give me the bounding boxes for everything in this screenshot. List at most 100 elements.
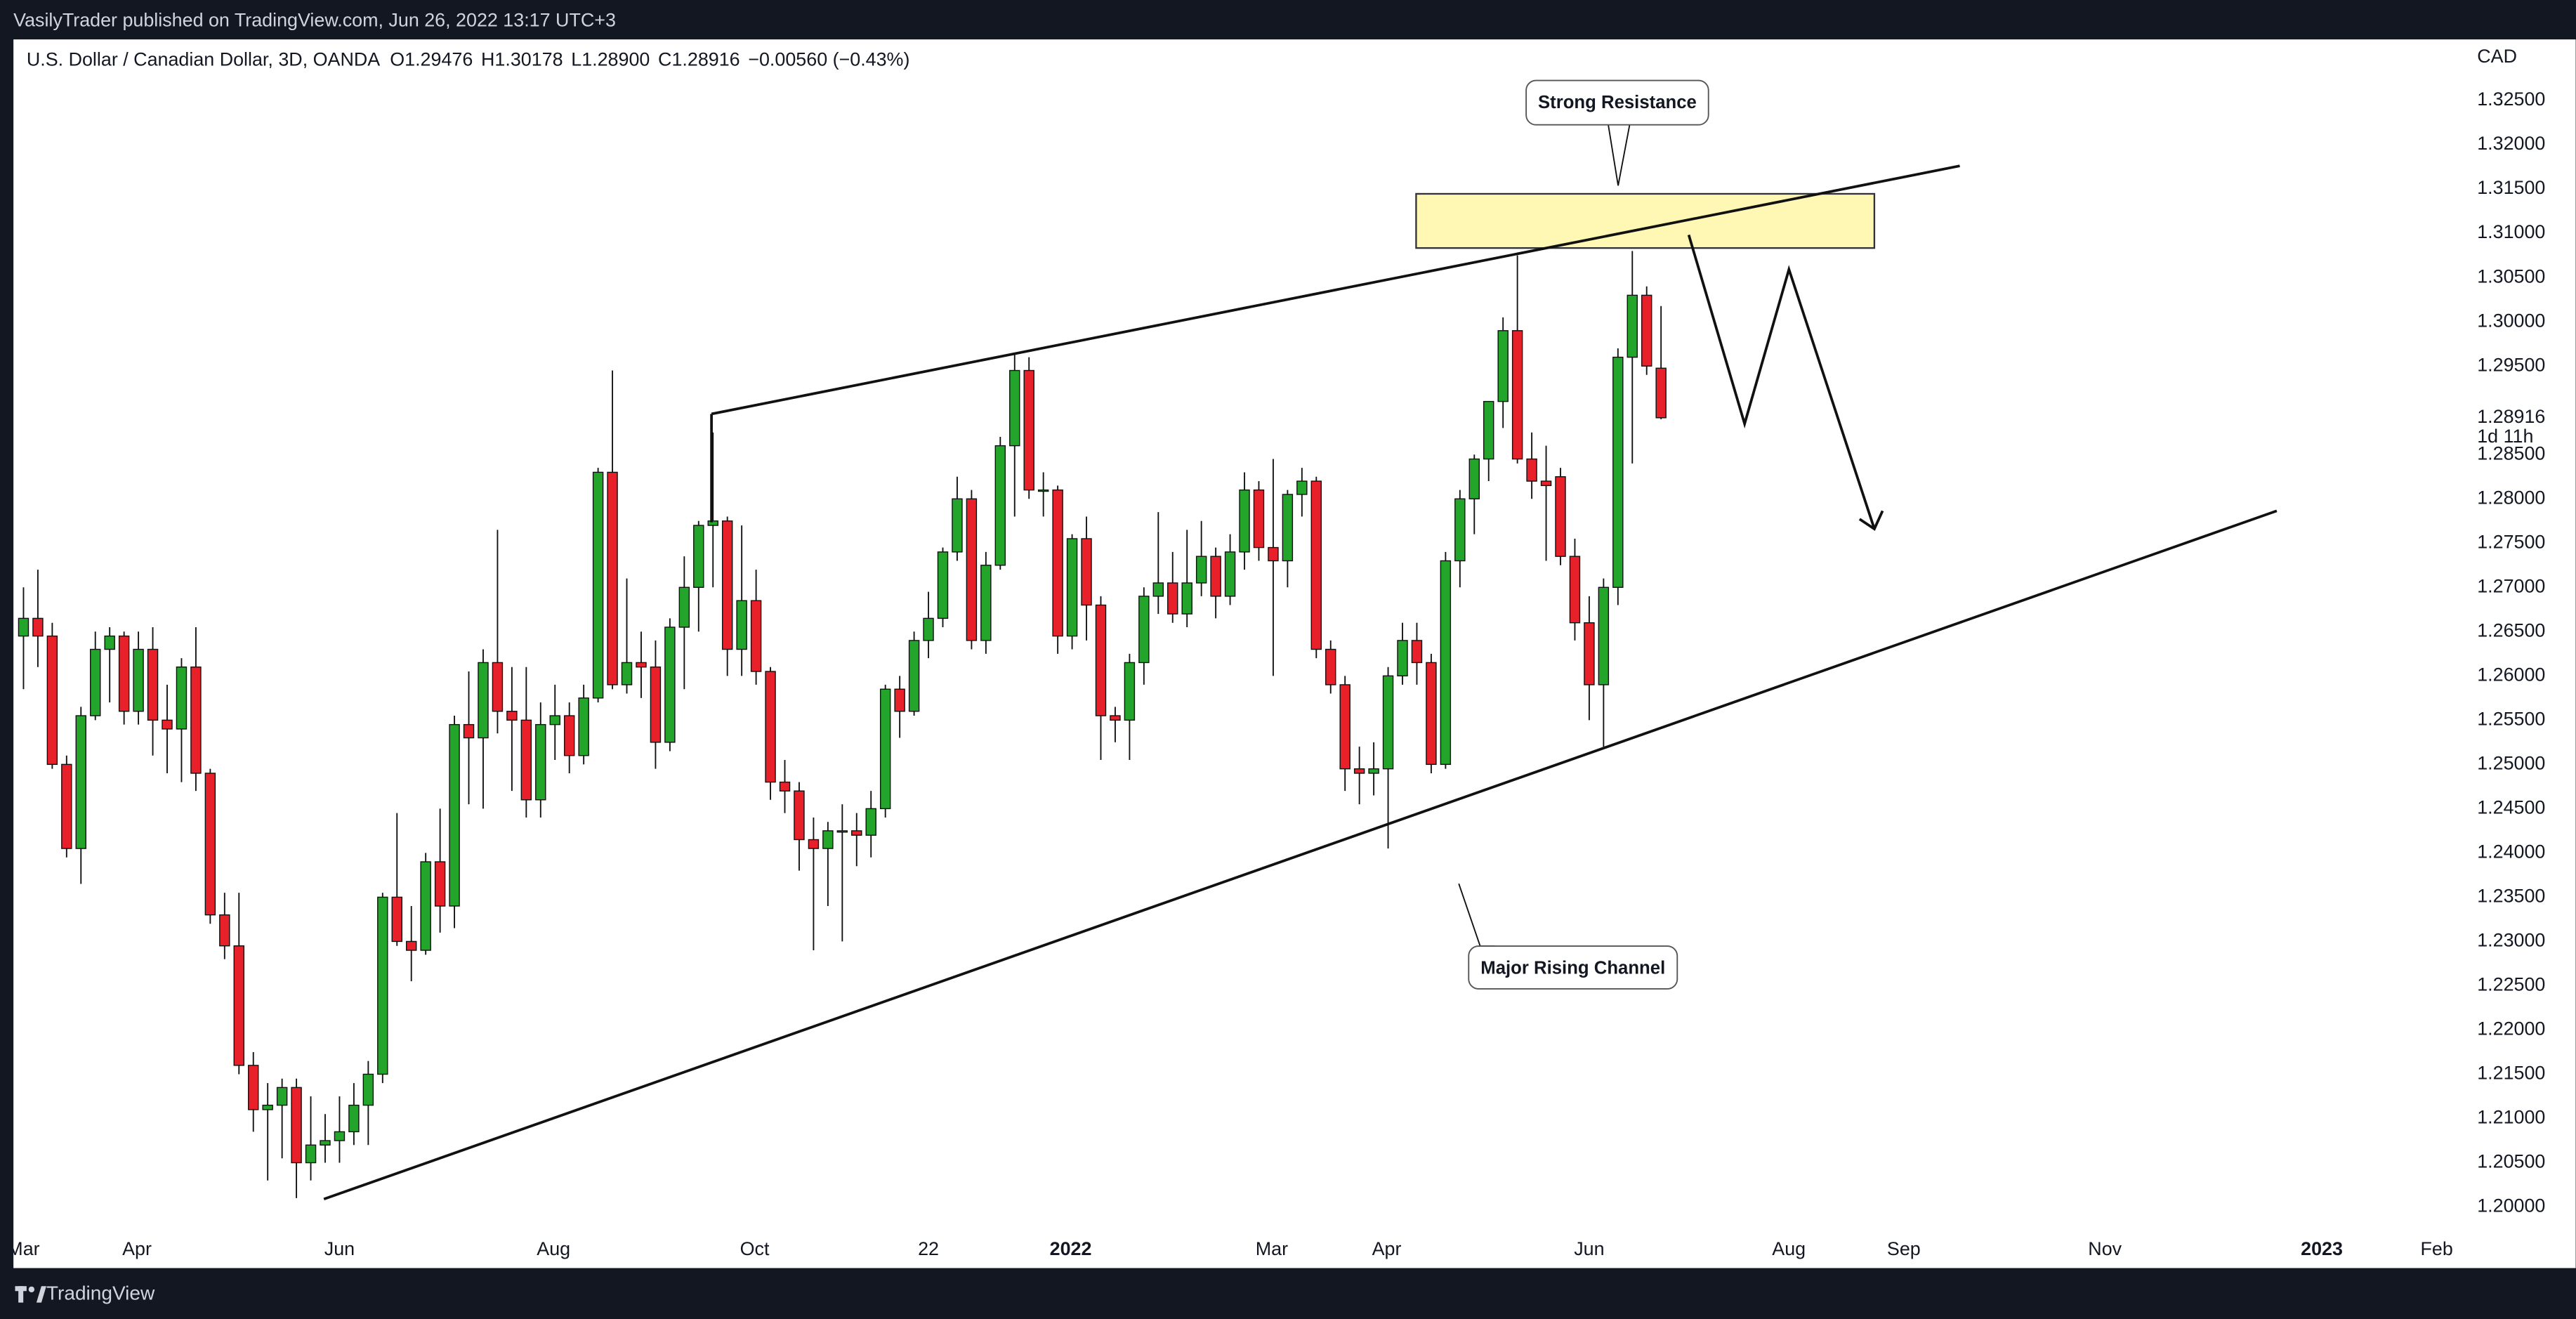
candle-body bbox=[46, 635, 58, 766]
candle-body bbox=[1426, 662, 1437, 766]
candle-body bbox=[478, 662, 489, 739]
x-tick-label: 2023 bbox=[2301, 1238, 2343, 1259]
candle-body bbox=[1095, 604, 1107, 716]
candle-body bbox=[1110, 715, 1121, 721]
candle-body bbox=[463, 723, 475, 739]
x-tick-label: Jun bbox=[324, 1238, 355, 1259]
y-tick-label: 1.22000 bbox=[2477, 1018, 2545, 1039]
candle-body bbox=[1612, 356, 1624, 588]
candle-body bbox=[794, 790, 805, 841]
y-tick-label: 1.27500 bbox=[2477, 531, 2545, 552]
candle-body bbox=[75, 715, 86, 849]
annotation: Strong Resistance bbox=[1538, 93, 1697, 112]
candle-body bbox=[1268, 546, 1279, 562]
candle-body bbox=[578, 697, 589, 756]
candle-body bbox=[291, 1087, 302, 1164]
candle-body bbox=[434, 861, 446, 907]
candle-body bbox=[1124, 662, 1136, 721]
y-tick-label: 1.30000 bbox=[2477, 310, 2545, 331]
candle-body bbox=[1210, 556, 1221, 597]
candle-body bbox=[1239, 489, 1250, 553]
candles bbox=[18, 251, 1667, 1198]
legend-value: L1.28900 bbox=[571, 49, 650, 70]
y-tick-label: 1.26000 bbox=[2477, 664, 2545, 685]
logo-part bbox=[28, 1286, 35, 1293]
candle-body bbox=[1569, 556, 1581, 624]
candle-body bbox=[449, 723, 460, 907]
candle-body bbox=[923, 617, 934, 641]
candle-body bbox=[822, 830, 834, 849]
candle-body bbox=[937, 551, 949, 619]
candle-body bbox=[1282, 494, 1294, 562]
x-tick-label: Nov bbox=[2088, 1238, 2122, 1259]
candle-body bbox=[750, 600, 762, 672]
candle-body bbox=[204, 773, 216, 916]
candle-body bbox=[492, 662, 504, 712]
candle-body bbox=[104, 635, 115, 650]
channel-lower bbox=[323, 509, 2278, 1201]
candle-body bbox=[1368, 768, 1379, 774]
candle-body bbox=[1066, 538, 1078, 637]
y-tick-label: 1.24500 bbox=[2477, 796, 2545, 818]
candle-body bbox=[636, 662, 647, 668]
candle-body bbox=[1584, 622, 1595, 685]
candle-body bbox=[1483, 400, 1494, 460]
x-tick-label: Jun bbox=[1574, 1238, 1604, 1259]
candle-body bbox=[1655, 367, 1667, 419]
y-tick-label: 1.25000 bbox=[2477, 752, 2545, 773]
candle-body bbox=[808, 839, 820, 849]
candle-body bbox=[133, 648, 144, 712]
y-tick-label: 1.31000 bbox=[2477, 221, 2545, 242]
x-tick-label: Apr bbox=[122, 1238, 152, 1259]
candle-body bbox=[1224, 551, 1236, 597]
candle-body bbox=[1325, 648, 1336, 685]
candle-body bbox=[420, 861, 431, 951]
symbol-title: U.S. Dollar / Canadian Dollar, 3D, OANDA bbox=[27, 49, 380, 70]
y-tick-label: 1.32500 bbox=[2477, 88, 2545, 110]
candle-body bbox=[147, 648, 159, 721]
x-tick-label: Mar bbox=[1256, 1238, 1288, 1259]
candle-body bbox=[1641, 294, 1652, 367]
x-tick-label: Aug bbox=[537, 1238, 570, 1259]
logo-part bbox=[36, 1286, 46, 1303]
candle-body bbox=[1052, 489, 1063, 637]
candle-body bbox=[1009, 369, 1020, 447]
candle-body bbox=[1627, 294, 1638, 358]
candle-body bbox=[621, 662, 633, 685]
candle-body bbox=[865, 808, 876, 836]
legend-value: H1.30178 bbox=[481, 49, 563, 70]
candle-body bbox=[1454, 498, 1466, 562]
candle-body bbox=[1598, 586, 1610, 685]
candle-body bbox=[765, 671, 776, 783]
last-price-box bbox=[2467, 405, 2566, 445]
candle-body bbox=[650, 667, 662, 743]
x-tick-label: Apr bbox=[1372, 1238, 1402, 1259]
y-tick-label: 1.31500 bbox=[2477, 177, 2545, 198]
resistance-zone bbox=[1415, 192, 1876, 249]
candle-body bbox=[1497, 330, 1509, 402]
candle-body bbox=[1037, 489, 1049, 492]
candle-body bbox=[233, 945, 244, 1066]
candle-body bbox=[707, 520, 718, 526]
y-tick-label: 1.30500 bbox=[2477, 265, 2545, 287]
x-tick-label: 22 bbox=[918, 1238, 939, 1259]
y-tick-label: 1.25500 bbox=[2477, 708, 2545, 729]
callout-box bbox=[1468, 945, 1678, 990]
currency: CAD bbox=[2477, 46, 2517, 67]
publisher: VasilyTrader published on TradingView.co… bbox=[13, 10, 616, 31]
candle-body bbox=[391, 896, 402, 943]
y-tick-label: 1.23000 bbox=[2477, 930, 2545, 951]
candle-body bbox=[1382, 675, 1394, 770]
x-tick-label: Mar bbox=[7, 1238, 39, 1259]
candle-body bbox=[377, 896, 388, 1075]
candle-body bbox=[520, 719, 532, 801]
candle-body bbox=[664, 626, 676, 743]
x-tick-label: Oct bbox=[740, 1238, 770, 1259]
candle-body bbox=[190, 667, 202, 774]
legend-value: −0.00560 (−0.43%) bbox=[748, 49, 909, 70]
y-tick-label: 1.20000 bbox=[2477, 1195, 2545, 1216]
logo-part bbox=[18, 1286, 24, 1303]
x-tick-label: Sep bbox=[1887, 1238, 1921, 1259]
callout-box bbox=[1525, 79, 1709, 126]
